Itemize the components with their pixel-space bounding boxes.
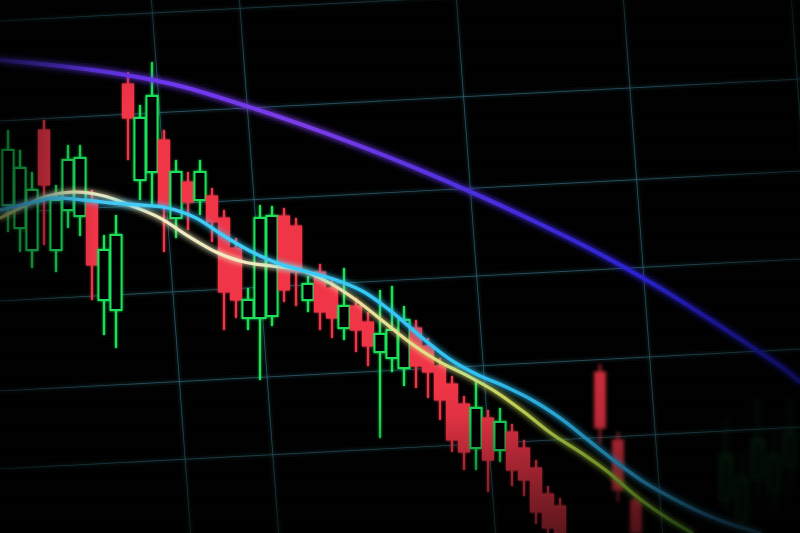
- candlestick: [278, 208, 290, 302]
